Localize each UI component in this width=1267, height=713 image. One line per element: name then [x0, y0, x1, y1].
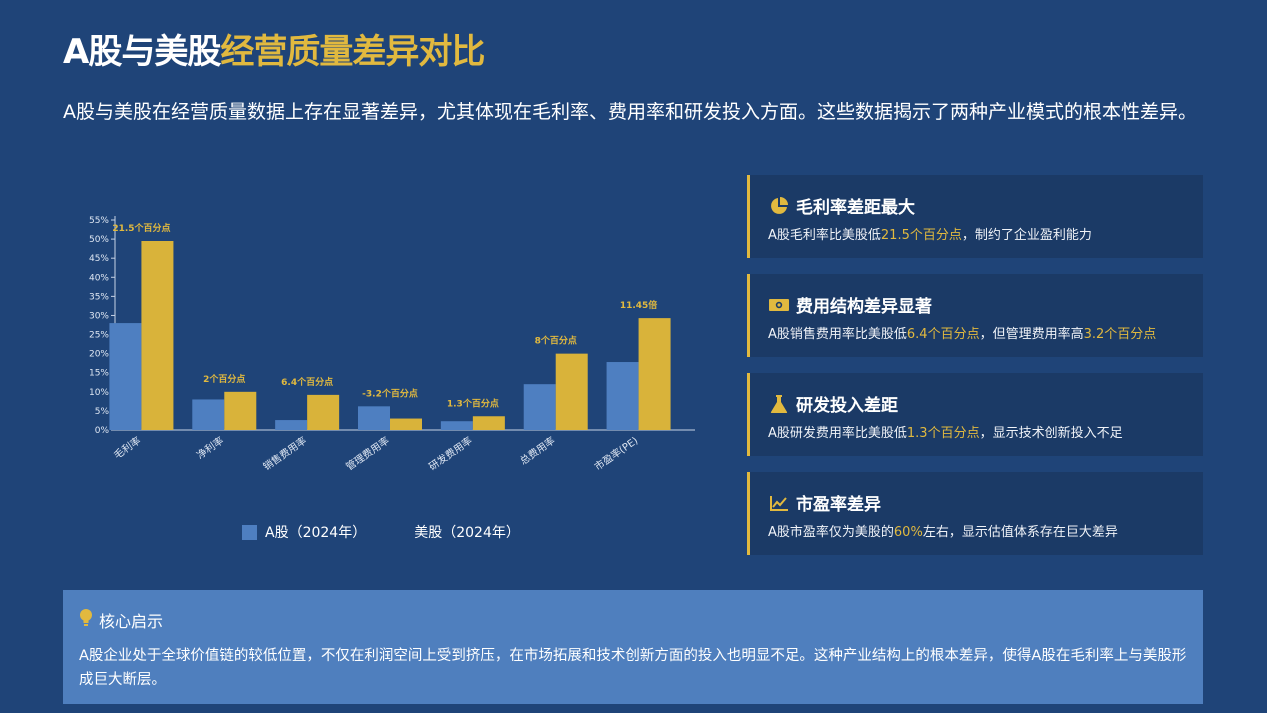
- x-tick-label: 市盈率(PE): [592, 434, 641, 473]
- y-tick-label: 0%: [95, 426, 110, 436]
- bar-a-share: [523, 384, 556, 430]
- bar-chart: 0% 5% 10% 15% 20% 25% 30% 35% 40% 45% 50% 55% 21.5个百…: [85, 200, 705, 490]
- card-expense-structure: 费用结构差异显著 A股销售费用率比美股低6.4个百分点，但管理费用率高3.2个百…: [747, 274, 1203, 357]
- bar-us-share: [390, 418, 422, 430]
- bar-a-share: [606, 362, 639, 430]
- page-title: A股与美股经营质量差异对比: [63, 24, 485, 73]
- bar-a-share: [275, 420, 308, 430]
- legend-item-a-share[interactable]: A股（2024年）: [242, 522, 366, 542]
- bar-a-share: [358, 406, 390, 430]
- card-rnd-gap: 研发投入差距 A股研发费用率比美股低1.3个百分点，显示技术创新投入不足: [747, 373, 1203, 456]
- y-tick-label: 10%: [89, 388, 109, 398]
- findings-cards: 毛利率差距最大 A股毛利率比美股低21.5个百分点，制约了企业盈利能力 费用结构…: [747, 175, 1203, 571]
- card-pe-ratio: 市盈率差异 A股市盈率仅为美股的60%左右，显示估值体系存在巨大差异: [747, 472, 1203, 555]
- chart-legend: A股（2024年） 美股（2024年）: [242, 522, 568, 542]
- y-tick-label: 50%: [89, 235, 109, 245]
- lightbulb-icon: [79, 608, 93, 632]
- title-highlight: 经营质量差异对比: [220, 32, 485, 72]
- bar-annotation: 1.3个百分点: [447, 397, 499, 409]
- card-description: A股销售费用率比美股低6.4个百分点，但管理费用率高3.2个百分点: [768, 327, 1157, 342]
- bar-annotation: 8个百分点: [535, 335, 577, 347]
- page-subtitle: A股与美股在经营质量数据上存在显著差异，尤其体现在毛利率、费用率和研发投入方面。…: [63, 101, 1198, 123]
- card-title: 费用结构差异显著: [796, 297, 932, 317]
- bar-a-share: [192, 399, 225, 430]
- card-title: 毛利率差距最大: [796, 198, 915, 218]
- bar-annotation: 21.5个百分点: [112, 222, 170, 234]
- bar-a-share: [109, 323, 142, 430]
- insight-box: 核心启示 A股企业处于全球价值链的较低位置，不仅在利润空间上受到挤压，在市场拓展…: [63, 590, 1203, 704]
- bar-annotation: 6.4个百分点: [281, 376, 333, 388]
- insight-title: 核心启示: [99, 612, 164, 631]
- x-tick-label: 销售费用率: [260, 434, 308, 473]
- x-tick-label: 研发费用率: [426, 434, 474, 473]
- card-description: A股市盈率仅为美股的60%左右，显示估值体系存在巨大差异: [768, 525, 1118, 540]
- y-tick-label: 40%: [89, 273, 109, 283]
- line-chart-icon: [768, 492, 790, 514]
- x-tick-label: 净利率: [194, 434, 226, 462]
- bar-us-share: [141, 241, 174, 430]
- x-tick-label: 总费用率: [517, 434, 557, 468]
- y-tick-label: 55%: [89, 216, 109, 226]
- bar-us-share: [555, 353, 588, 430]
- y-tick-label: 20%: [89, 350, 109, 360]
- bar-chart-svg: 0% 5% 10% 15% 20% 25% 30% 35% 40% 45% 50% 55%21.5个百…: [89, 216, 695, 473]
- legend-label-us-share: 美股（2024年）: [414, 525, 520, 541]
- y-tick-label: 25%: [89, 331, 109, 341]
- bar-a-share: [440, 421, 473, 430]
- x-tick-label: 毛利率: [111, 434, 143, 462]
- x-tick-label: 管理费用率: [343, 434, 391, 473]
- flask-icon: [768, 393, 790, 415]
- bar-us-share: [307, 394, 340, 430]
- legend-label-a-share: A股（2024年）: [265, 525, 367, 541]
- card-title: 市盈率差异: [796, 495, 881, 515]
- y-tick-label: 30%: [89, 311, 109, 321]
- money-icon: [768, 294, 790, 316]
- card-gross-margin: 毛利率差距最大 A股毛利率比美股低21.5个百分点，制约了企业盈利能力: [747, 175, 1203, 258]
- y-tick-label: 5%: [95, 407, 110, 417]
- y-tick-label: 45%: [89, 254, 109, 264]
- bar-annotation: 11.45倍: [620, 299, 657, 311]
- bar-us-share: [638, 318, 671, 430]
- legend-swatch-a-share: [242, 524, 257, 540]
- insight-text: A股企业处于全球价值链的较低位置，不仅在利润空间上受到挤压，在市场拓展和技术创新…: [79, 648, 1187, 688]
- card-description: A股研发费用率比美股低1.3个百分点，显示技术创新投入不足: [768, 426, 1123, 441]
- legend-item-us-share[interactable]: 美股（2024年）: [414, 522, 520, 542]
- bar-us-share: [472, 416, 505, 430]
- bar-us-share: [224, 391, 257, 430]
- title-main: A股与美股: [63, 32, 221, 72]
- bar-annotation: 2个百分点: [203, 373, 245, 385]
- y-tick-label: 35%: [89, 292, 109, 302]
- pie-chart-icon: [768, 195, 790, 217]
- y-tick-label: 15%: [89, 369, 109, 379]
- card-description: A股毛利率比美股低21.5个百分点，制约了企业盈利能力: [768, 228, 1092, 243]
- bar-annotation: -3.2个百分点: [362, 387, 418, 399]
- card-title: 研发投入差距: [796, 396, 898, 416]
